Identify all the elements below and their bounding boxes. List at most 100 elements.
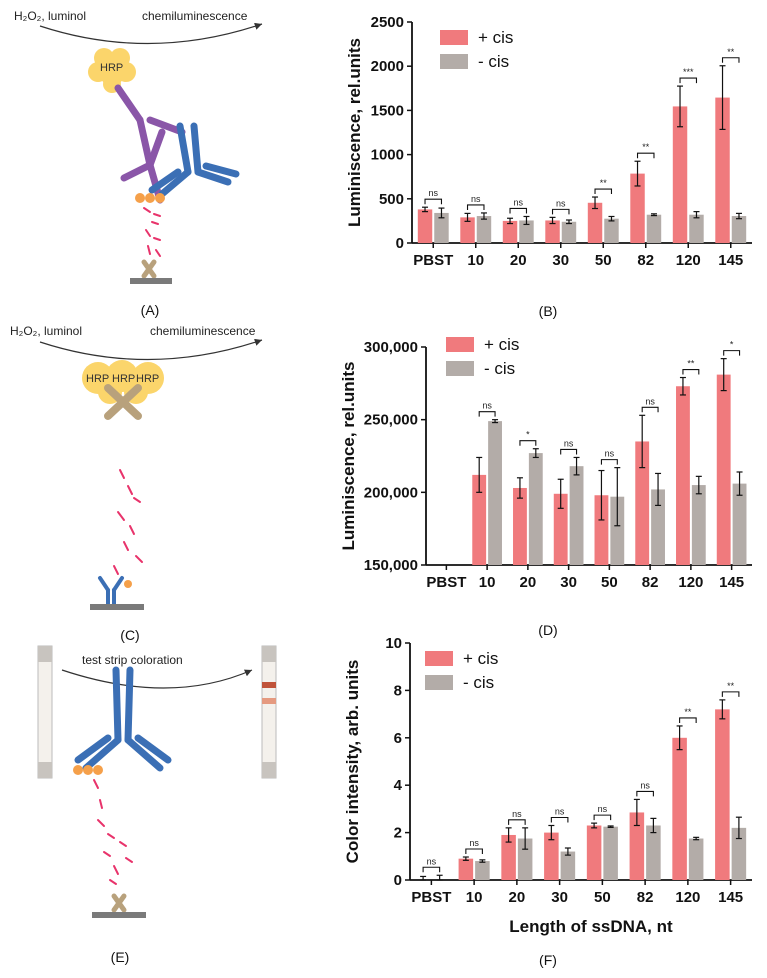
significance-bracket <box>721 57 740 63</box>
y-tick-label: 500 <box>379 191 404 208</box>
panel-label-e: (E) <box>111 949 130 965</box>
diagram-a: H₂O₂, luminol chemiluminescence HRP <box>14 9 263 318</box>
x-tick-label: 20 <box>510 252 527 269</box>
x-tick-label: 120 <box>678 574 703 591</box>
bar-minus-cis <box>519 220 534 243</box>
y-tick-label: 2000 <box>371 58 404 75</box>
y-tick-label: 300,000 <box>364 339 418 356</box>
y-tick-label: 1000 <box>371 147 404 164</box>
bar-minus-cis <box>646 825 661 880</box>
x-tick-label: 50 <box>594 889 611 906</box>
x-tick-label: 20 <box>509 889 526 906</box>
diagram-e-process: test strip coloration <box>82 653 183 667</box>
y-tick-label: 0 <box>394 872 402 889</box>
significance-bracket <box>508 819 526 825</box>
significance-label: ** <box>727 47 735 57</box>
x-tick-label: 30 <box>552 252 569 269</box>
bar-minus-cis <box>689 214 704 243</box>
legend-label-plus-cis: + cis <box>463 649 498 668</box>
x-tick-label: PBST <box>426 574 466 591</box>
ssdna-fragments-icon <box>93 779 133 885</box>
bar-plus-cis <box>460 217 475 243</box>
significance-bracket <box>641 406 659 413</box>
capture-antibody-icon <box>98 576 124 606</box>
x-axis-title: Length of ssDNA, nt <box>509 917 673 936</box>
significance-label: ** <box>642 142 650 152</box>
legend-label-minus-cis: - cis <box>478 52 509 71</box>
significance-bracket <box>519 440 537 446</box>
hrp-label: HRP <box>100 62 123 74</box>
bar-plus-cis <box>417 209 433 243</box>
y-tick-label: 2 <box>394 825 402 842</box>
bar-minus-cis <box>651 489 665 565</box>
significance-bracket <box>466 204 485 210</box>
y-tick-label: 2500 <box>371 14 404 31</box>
bar-plus-cis <box>545 220 560 243</box>
chart-b: 0 500 1000 1500 2000 2500 Luminiscence, rel.un… <box>345 14 752 319</box>
legend-swatch-minus-cis <box>446 361 474 376</box>
hrp-label-3: HRP <box>136 373 159 385</box>
tag-hapten-icon <box>135 193 165 203</box>
bar-plus-cis <box>458 858 474 880</box>
bar-minus-cis <box>561 221 577 243</box>
significance-bracket <box>550 816 569 823</box>
significance-label: ns <box>556 198 566 208</box>
y-axis-title: Luminiscence, rel.units <box>339 362 358 551</box>
legend-label-minus-cis: - cis <box>463 673 494 692</box>
bar-minus-cis <box>475 861 490 880</box>
significance-bracket <box>679 717 697 723</box>
hrp-label-2: HRP <box>112 373 135 385</box>
ssdna-fragments-icon <box>113 469 143 575</box>
bar-plus-cis <box>553 493 568 565</box>
significance-label: ns <box>598 804 608 814</box>
x-tick-label: 10 <box>467 252 484 269</box>
diagram-e: test strip coloration <box>37 645 277 965</box>
significance-bracket <box>721 691 740 697</box>
hrp-enzyme-icon: HRP <box>88 48 136 93</box>
bar-minus-cis <box>646 214 662 243</box>
bar-plus-cis <box>586 825 602 880</box>
surface-anchor-icon <box>130 259 172 284</box>
bar-plus-cis <box>672 106 688 243</box>
primary-antibody-icon <box>148 122 240 198</box>
tag-hapten-icon <box>73 765 103 775</box>
bar-plus-cis <box>676 386 690 565</box>
bar-plus-cis <box>672 737 687 880</box>
x-tick-label: 30 <box>560 574 577 591</box>
bar-plus-cis <box>587 202 603 243</box>
panel-label: (D) <box>538 622 557 638</box>
bar-minus-cis <box>528 453 543 565</box>
significance-label: ** <box>687 359 695 369</box>
diagram-a-reagent: H₂O₂, luminol <box>14 9 86 23</box>
y-tick-label: 8 <box>394 682 402 699</box>
significance-label: *** <box>683 67 694 77</box>
legend-swatch-plus-cis <box>446 337 474 352</box>
hrp-cluster-icon: HRP HRP HRP <box>82 360 164 420</box>
y-tick-label: 10 <box>385 635 402 652</box>
panel-label-c: (C) <box>120 627 139 643</box>
significance-bracket <box>682 368 700 375</box>
significance-bracket <box>723 350 741 356</box>
significance-bracket <box>594 188 613 195</box>
surface-icon <box>90 604 144 610</box>
significance-bracket <box>636 790 654 797</box>
bar-minus-cis <box>603 826 618 880</box>
reaction-arrow-icon <box>39 22 263 45</box>
bar-plus-cis <box>716 374 731 565</box>
significance-label: ** <box>600 178 608 188</box>
x-tick-label: 30 <box>551 889 568 906</box>
significance-label: ns <box>482 401 492 411</box>
bar-minus-cis <box>732 483 747 565</box>
x-tick-label: 50 <box>601 574 618 591</box>
legend-label-plus-cis: + cis <box>484 335 519 354</box>
tag-hapten-icon <box>124 580 132 588</box>
x-tick-label: 82 <box>637 889 654 906</box>
significance-label: ns <box>427 856 437 866</box>
legend-label-minus-cis: - cis <box>484 359 515 378</box>
legend-label-plus-cis: + cis <box>478 28 513 47</box>
bar-plus-cis <box>513 487 527 565</box>
bar-minus-cis <box>731 827 747 880</box>
significance-label: ns <box>640 780 650 790</box>
bar-plus-cis <box>502 220 518 243</box>
legend-swatch-plus-cis <box>440 30 468 45</box>
